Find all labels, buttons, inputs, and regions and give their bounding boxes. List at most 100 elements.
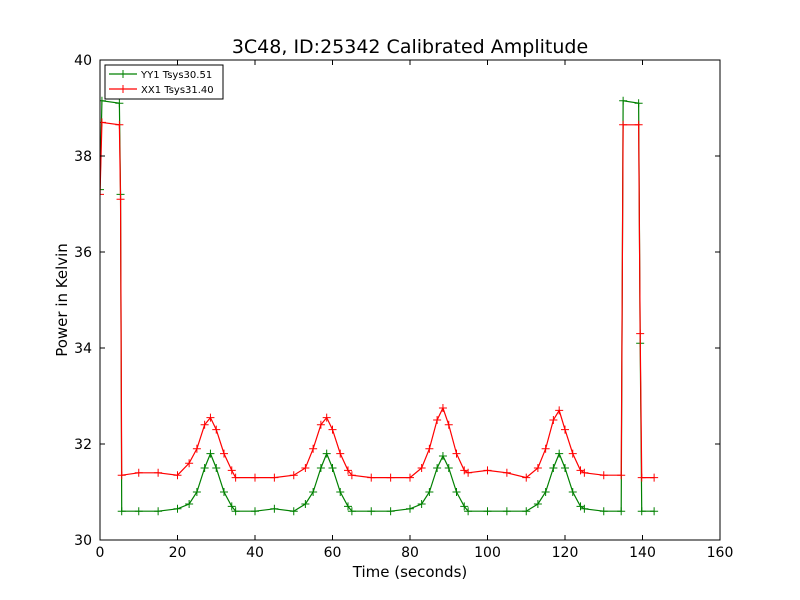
data-point-xx1 bbox=[206, 413, 215, 422]
data-point-yy1 bbox=[301, 500, 310, 508]
data-point-yy1 bbox=[192, 488, 201, 496]
series-line-yy1 bbox=[100, 100, 655, 512]
data-point-xx1 bbox=[561, 425, 569, 434]
data-point-yy1 bbox=[309, 488, 318, 496]
data-point-xx1 bbox=[347, 471, 356, 480]
data-point-yy1 bbox=[154, 507, 163, 516]
data-point-yy1 bbox=[549, 464, 558, 472]
data-point-xx1 bbox=[100, 190, 104, 199]
data-point-xx1 bbox=[251, 473, 259, 482]
x-tick-label: 80 bbox=[401, 545, 419, 561]
y-tick-label: 36 bbox=[74, 245, 92, 261]
series-line-xx1 bbox=[100, 121, 655, 479]
data-point-yy1 bbox=[289, 507, 298, 516]
plot-area bbox=[100, 96, 659, 516]
x-tick-label: 20 bbox=[169, 545, 187, 561]
data-point-xx1 bbox=[438, 404, 447, 412]
data-point-xx1 bbox=[115, 120, 124, 129]
data-point-yy1 bbox=[200, 464, 209, 472]
data-point-xx1 bbox=[637, 473, 646, 482]
x-axis-label: Time (seconds) bbox=[352, 563, 468, 581]
data-point-yy1 bbox=[406, 504, 414, 513]
data-point-xx1 bbox=[555, 406, 564, 415]
data-point-yy1 bbox=[270, 504, 279, 513]
data-point-yy1 bbox=[251, 507, 259, 516]
data-point-xx1 bbox=[444, 420, 453, 429]
data-point-yy1 bbox=[328, 464, 337, 472]
y-tick-label: 32 bbox=[74, 437, 92, 453]
data-point-yy1 bbox=[231, 507, 240, 516]
data-point-xx1 bbox=[185, 459, 194, 468]
data-point-xx1 bbox=[328, 425, 337, 434]
data-point-xx1 bbox=[336, 449, 345, 458]
y-axis-label: Power in Kelvin bbox=[53, 243, 71, 357]
data-point-yy1 bbox=[425, 488, 434, 496]
data-point-yy1 bbox=[173, 504, 182, 513]
x-tick-label: 140 bbox=[629, 545, 656, 561]
x-tick-label: 100 bbox=[474, 545, 501, 561]
x-tick-label: 160 bbox=[707, 545, 734, 561]
data-point-xx1 bbox=[636, 329, 645, 338]
data-point-yy1 bbox=[322, 449, 331, 458]
y-tick-label: 38 bbox=[74, 149, 92, 165]
data-point-xx1 bbox=[227, 466, 236, 475]
data-point-yy1 bbox=[522, 507, 531, 516]
data-point-xx1 bbox=[464, 468, 473, 477]
data-point-xx1 bbox=[502, 468, 511, 477]
data-point-xx1 bbox=[289, 471, 298, 480]
data-point-xx1 bbox=[417, 464, 426, 472]
data-point-xx1 bbox=[200, 420, 209, 429]
data-point-yy1 bbox=[634, 99, 643, 108]
data-point-xx1 bbox=[522, 473, 531, 482]
data-point-yy1 bbox=[599, 507, 608, 516]
data-point-xx1 bbox=[549, 416, 558, 424]
y-tick-label: 40 bbox=[74, 53, 92, 69]
data-point-xx1 bbox=[619, 120, 628, 129]
x-tick-label: 40 bbox=[246, 545, 264, 561]
data-point-yy1 bbox=[568, 488, 577, 496]
data-point-yy1 bbox=[316, 464, 325, 472]
data-point-yy1 bbox=[344, 502, 352, 511]
data-point-yy1 bbox=[220, 488, 228, 496]
data-point-xx1 bbox=[316, 420, 325, 429]
data-point-xx1 bbox=[173, 471, 182, 480]
legend-label-yy1: YY1 Tsys30.51 bbox=[140, 70, 212, 81]
axis-ticks: 0 20 40 60 80 100 120 140 160 30 32 34 36 38 40 bbox=[74, 53, 733, 561]
chart-title: 3C48, ID:25342 Calibrated Amplitude bbox=[232, 36, 588, 58]
data-point-yy1 bbox=[347, 507, 356, 516]
data-point-yy1 bbox=[134, 507, 143, 516]
data-point-xx1 bbox=[617, 471, 626, 480]
x-tick-label: 60 bbox=[324, 545, 342, 561]
legend-label-xx1: XX1 Tsys31.40 bbox=[141, 85, 214, 96]
data-point-yy1 bbox=[212, 464, 221, 472]
data-point-xx1 bbox=[309, 444, 318, 453]
data-point-yy1 bbox=[417, 500, 426, 508]
data-point-yy1 bbox=[386, 507, 395, 516]
data-point-xx1 bbox=[220, 449, 228, 458]
data-point-xx1 bbox=[599, 471, 608, 480]
data-point-xx1 bbox=[483, 466, 492, 475]
data-point-xx1 bbox=[344, 466, 352, 475]
data-point-xx1 bbox=[452, 449, 461, 458]
data-point-xx1 bbox=[116, 195, 125, 204]
data-point-yy1 bbox=[433, 464, 442, 472]
data-point-yy1 bbox=[502, 507, 511, 516]
data-point-xx1 bbox=[580, 468, 589, 477]
data-point-yy1 bbox=[533, 500, 542, 508]
data-point-xx1 bbox=[650, 473, 659, 482]
data-point-xx1 bbox=[192, 444, 201, 453]
data-point-xx1 bbox=[100, 118, 106, 127]
data-point-yy1 bbox=[650, 507, 659, 516]
data-point-xx1 bbox=[301, 464, 310, 472]
data-point-xx1 bbox=[154, 468, 163, 477]
data-point-yy1 bbox=[227, 502, 236, 511]
data-point-yy1 bbox=[444, 464, 453, 472]
data-point-yy1 bbox=[438, 452, 447, 460]
data-point-xx1 bbox=[231, 473, 240, 482]
data-point-xx1 bbox=[212, 425, 221, 434]
data-point-xx1 bbox=[270, 473, 279, 482]
data-point-yy1 bbox=[206, 449, 215, 458]
x-tick-label: 120 bbox=[552, 545, 579, 561]
